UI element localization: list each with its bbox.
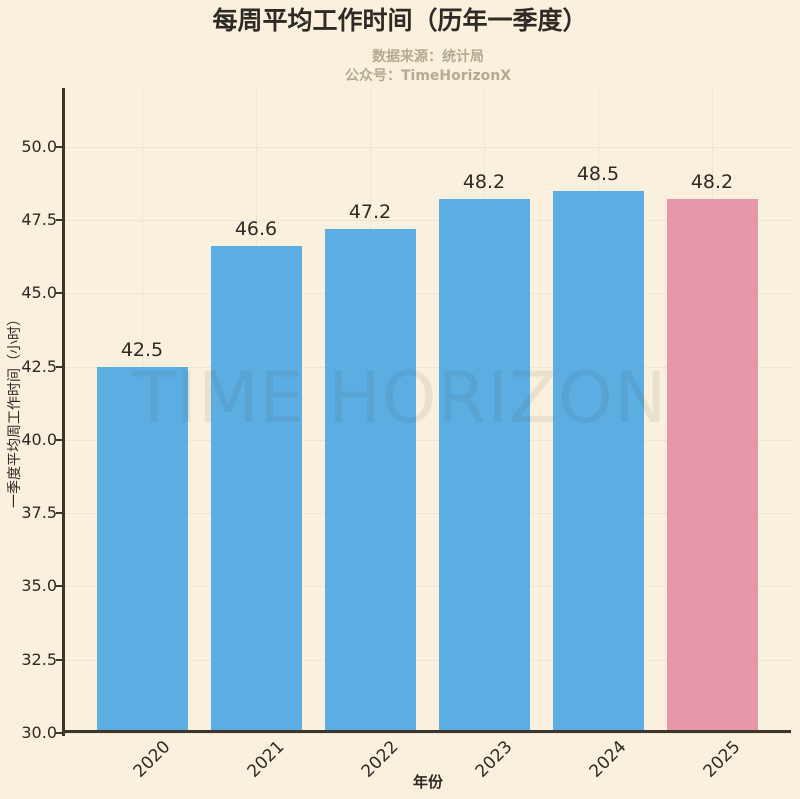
y-tick-label: 32.5 — [21, 650, 57, 669]
bar-2024 — [553, 191, 644, 733]
y-axis-spine — [62, 88, 65, 736]
y-tick-mark — [56, 219, 63, 221]
h-gridline — [65, 513, 791, 514]
bar-value-label: 46.6 — [234, 218, 278, 240]
bar-value-label: 42.5 — [120, 339, 164, 361]
chart-subtitle: 数据来源：统计局 公众号：TimeHorizonX — [65, 48, 791, 86]
h-gridline — [65, 293, 791, 294]
y-tick-label: 42.5 — [21, 357, 57, 376]
subtitle-account: 公众号：TimeHorizonX — [345, 68, 511, 84]
y-tick-label: 35.0 — [21, 576, 57, 595]
y-tick-mark — [56, 512, 63, 514]
y-tick-mark — [56, 659, 63, 661]
y-tick-mark — [56, 585, 63, 587]
bar-value-label: 48.2 — [462, 171, 506, 193]
h-gridline — [65, 733, 791, 734]
y-axis-title: 一季度平均周工作时间（小时） — [7, 312, 23, 508]
y-tick-mark — [56, 439, 63, 441]
bar-2023 — [439, 199, 530, 733]
y-tick-label: 40.0 — [21, 430, 57, 449]
bar-2021 — [211, 246, 302, 733]
chart-title: 每周平均工作时间（历年一季度） — [212, 6, 588, 35]
y-tick-label: 30.0 — [21, 723, 57, 742]
y-tick-mark — [56, 292, 63, 294]
x-axis-title: 年份 — [412, 773, 443, 791]
h-gridline — [65, 220, 791, 221]
bar-2020 — [97, 367, 188, 733]
bar-value-label: 47.2 — [348, 201, 392, 223]
y-tick-label: 45.0 — [21, 283, 57, 302]
h-gridline — [65, 367, 791, 368]
bar-value-label: 48.5 — [576, 163, 620, 185]
y-tick-label: 47.5 — [21, 210, 57, 229]
bar-2025 — [667, 199, 758, 733]
y-tick-mark — [56, 732, 63, 734]
h-gridline — [65, 660, 791, 661]
bar-value-label: 48.2 — [690, 171, 734, 193]
subtitle-data-source: 数据来源：统计局 — [372, 49, 484, 65]
y-tick-mark — [56, 366, 63, 368]
bar-2022 — [325, 229, 416, 733]
y-tick-label: 50.0 — [21, 137, 57, 156]
y-tick-label: 37.5 — [21, 503, 57, 522]
h-gridline — [65, 147, 791, 148]
h-gridline — [65, 440, 791, 441]
x-axis-spine — [62, 730, 791, 733]
y-tick-mark — [56, 146, 63, 148]
h-gridline — [65, 586, 791, 587]
